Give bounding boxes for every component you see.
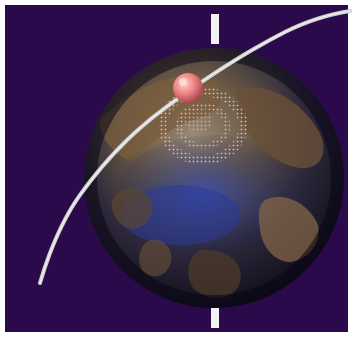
rotation-axis-top-icon: [211, 14, 219, 44]
coverage-footprint: [158, 87, 248, 165]
satellite-icon: [173, 73, 203, 103]
earth-globe: [84, 48, 344, 308]
rotation-axis-bottom-icon: [211, 298, 219, 328]
